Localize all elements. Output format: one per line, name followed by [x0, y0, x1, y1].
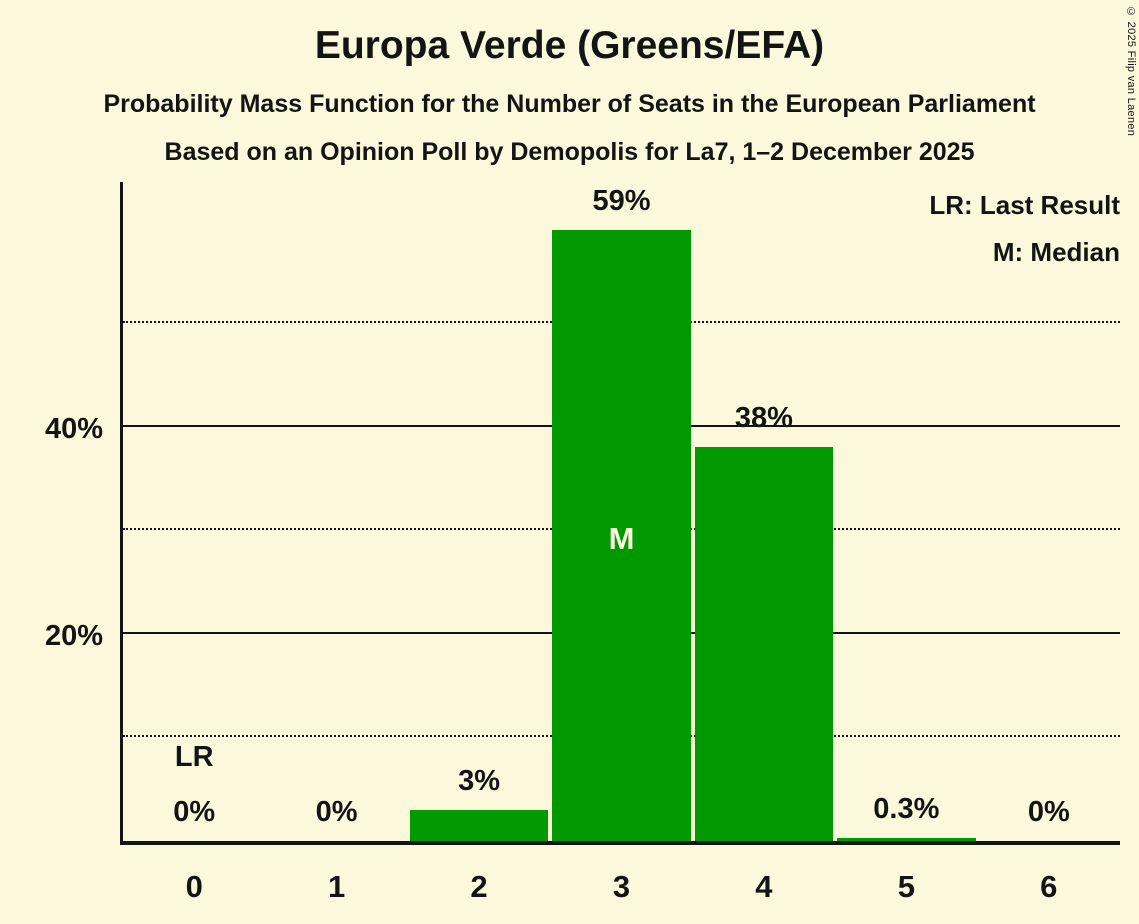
median-label: M [608, 521, 635, 557]
legend-last-result-label: LR: Last Result [929, 190, 1120, 220]
legend: LR: Last Result M: Median [929, 182, 1120, 276]
chart-subtitle: Probability Mass Function for the Number… [103, 90, 1036, 118]
bar-value-label-2: 3% [458, 764, 501, 797]
x-axis-tick-label-5: 5 [897, 869, 915, 904]
bar-value-label-3: 59% [592, 184, 651, 217]
legend-median-label: M: Median [992, 237, 1120, 267]
bar-value-label-1: 0% [315, 796, 358, 828]
x-axis-tick-label-3: 3 [612, 869, 631, 904]
x-axis-tick-label-4: 4 [755, 869, 773, 904]
plot-area: 20% 40% 0% 0 0% 1 3% 2 59% 3 38% 4 0.3% 5 0% 6 LR M [45, 182, 1120, 904]
x-axis-tick-label-0: 0 [185, 869, 203, 904]
x-axis-tick-label-2: 2 [470, 869, 488, 904]
bar-seats-2 [409, 809, 549, 841]
x-axis-tick-label-1: 1 [328, 869, 346, 904]
x-axis-tick-label-6: 6 [1040, 869, 1058, 904]
last-result-label: LR [174, 741, 214, 773]
bar-value-label-0: 0% [173, 796, 216, 828]
chart-title: Europa Verde (Greens/EFA) [314, 24, 825, 67]
bar-seats-3 [552, 229, 691, 841]
bar-seats-4 [694, 447, 834, 841]
bar-value-label-4: 38% [734, 402, 793, 435]
y-axis-label-20: 20% [44, 619, 103, 652]
bar-value-label-6: 0% [1027, 796, 1070, 828]
bar-value-label-5: 0.3% [873, 792, 940, 825]
y-axis-label-40: 40% [44, 412, 103, 445]
bar-seats-5 [837, 837, 976, 841]
chart-poll-info: Based on an Opinion Poll by Demopolis fo… [164, 138, 975, 166]
copyright: © 2025 Filip van Laenen [1125, 6, 1137, 137]
